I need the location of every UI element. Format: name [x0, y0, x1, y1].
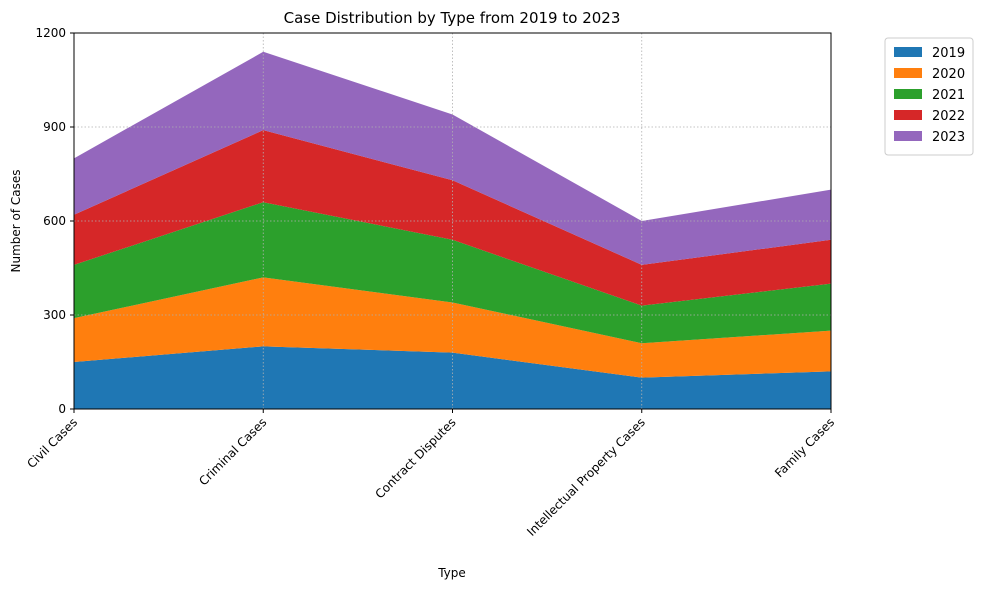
y-tick-label: 600: [43, 214, 66, 228]
legend-swatch: [894, 68, 922, 78]
legend-label: 2022: [932, 109, 965, 124]
x-tick-label: Family Cases: [772, 415, 837, 480]
legend-swatch: [894, 47, 922, 57]
chart-title: Case Distribution by Type from 2019 to 2…: [284, 9, 621, 27]
x-axis-ticks: Civil Cases Criminal Cases Contract Disput…: [24, 409, 837, 539]
legend-label: 2020: [932, 67, 965, 82]
legend: 2019 2020 2021 2022 2023: [884, 37, 974, 156]
y-tick-label: 0: [58, 402, 66, 416]
y-tick-label: 1200: [35, 26, 66, 40]
legend-swatch: [894, 110, 922, 120]
y-tick-label: 900: [43, 120, 66, 134]
legend-label: 2019: [932, 46, 965, 61]
x-tick-label: Contract Disputes: [372, 415, 458, 501]
legend-label: 2023: [932, 130, 965, 145]
y-axis-label: Number of Cases: [9, 169, 23, 272]
legend-swatch: [894, 89, 922, 99]
legend-swatch: [894, 131, 922, 141]
x-tick-label: Intellectual Property Cases: [524, 415, 648, 539]
y-tick-label: 300: [43, 308, 66, 322]
legend-label: 2021: [932, 88, 965, 103]
x-tick-label: Criminal Cases: [196, 415, 269, 488]
legend-box: [884, 37, 974, 156]
x-axis-label: Type: [437, 566, 466, 580]
x-tick-label: Civil Cases: [24, 415, 80, 471]
area-series-2023: [74, 51, 831, 265]
y-axis-ticks: 0 300 600 900 1200: [35, 26, 74, 416]
